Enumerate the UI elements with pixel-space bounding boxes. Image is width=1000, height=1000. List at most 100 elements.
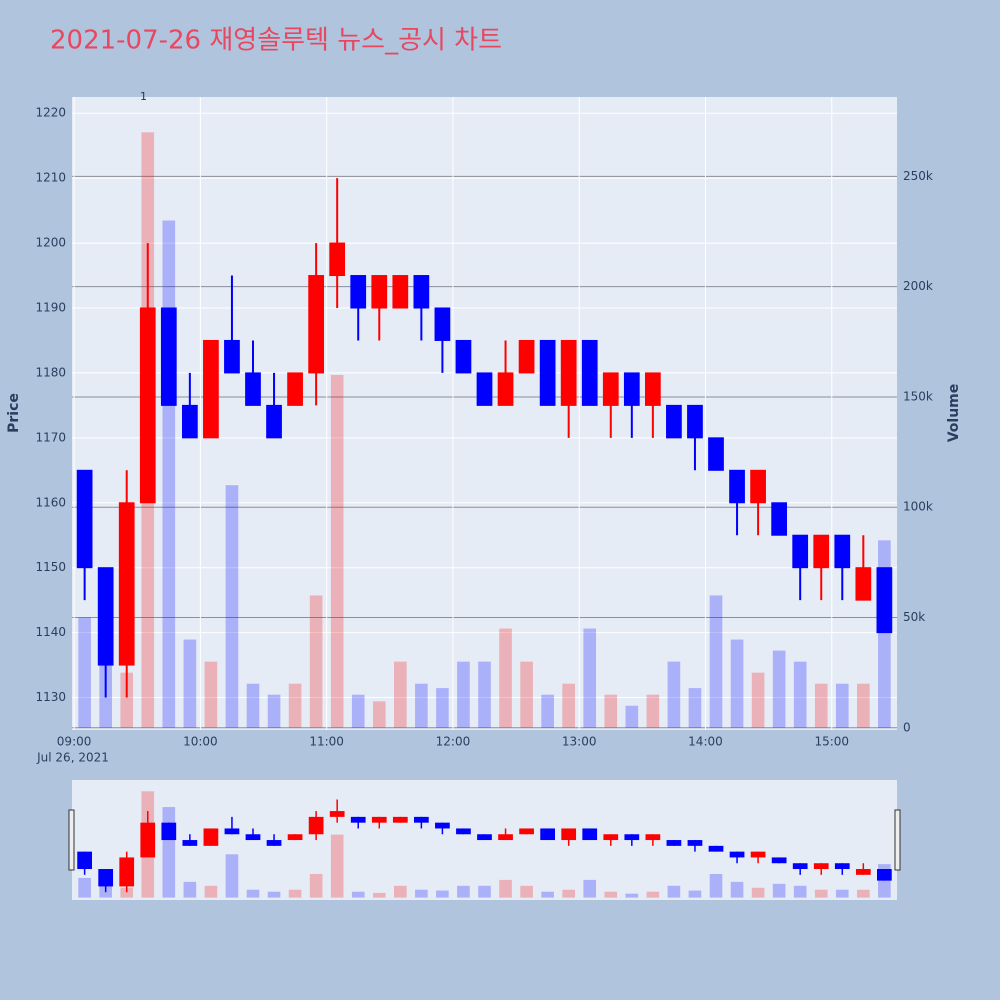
- volume-bar: [394, 661, 407, 728]
- range-volume-bar: [667, 885, 681, 898]
- x-tick-label: 10:00: [183, 735, 218, 749]
- y-tick-label: 1210: [35, 171, 66, 185]
- range-volume-bar: [246, 889, 260, 898]
- candle-body: [455, 339, 472, 374]
- candle-body: [434, 307, 451, 341]
- volume-bar: [835, 683, 849, 728]
- range-candle-body: [413, 816, 429, 823]
- candle-body: [287, 372, 303, 406]
- candle-body: [792, 534, 809, 569]
- y-tick-label: 1160: [35, 495, 66, 509]
- range-volume-bar: [436, 890, 449, 898]
- range-candle-body: [350, 816, 366, 823]
- range-candle-body: [540, 828, 556, 841]
- range-volume-bar: [751, 887, 765, 898]
- y-tick-label: 1130: [35, 690, 66, 704]
- range-candle-body: [98, 869, 114, 887]
- y2-tick-label: 200k: [903, 279, 933, 293]
- y-axis-title: Price: [6, 393, 22, 433]
- volume-bar: [646, 694, 660, 728]
- candle-body: [834, 534, 851, 569]
- y-tick-label: 1150: [35, 560, 66, 574]
- range-volume-bar: [772, 883, 786, 898]
- x-tick-label: 14:00: [688, 735, 723, 749]
- candle-body: [855, 567, 872, 601]
- candle-body: [118, 502, 135, 666]
- range-handle[interactable]: [894, 809, 901, 871]
- volume-bar: [436, 688, 449, 728]
- candle-body: [224, 339, 240, 374]
- range-volume-bar: [162, 807, 176, 898]
- range-candle-body: [666, 840, 682, 846]
- volume-bar: [330, 374, 344, 728]
- range-volume-bar: [183, 881, 197, 898]
- range-handle[interactable]: [68, 809, 75, 871]
- volume-bar: [625, 705, 639, 728]
- range-candle-body: [792, 863, 808, 870]
- range-candle-body: [161, 822, 177, 841]
- candle-body: [623, 372, 640, 406]
- y2-tick-label: 0: [903, 720, 911, 734]
- range-volume-bar: [372, 892, 386, 898]
- volume-bar: [688, 688, 702, 728]
- candle-body: [581, 339, 598, 406]
- volume-bar: [78, 617, 91, 728]
- range-volume-bar: [288, 889, 302, 898]
- volume-bar: [562, 683, 575, 728]
- candle-body: [518, 339, 535, 374]
- range-marks: [77, 791, 892, 898]
- volume-bar: [499, 628, 512, 728]
- range-volume-bar: [415, 889, 428, 898]
- range-volume-bar: [625, 893, 639, 898]
- range-candle-body: [435, 822, 450, 829]
- candle-body: [181, 404, 198, 439]
- range-candle-body: [245, 834, 261, 841]
- range-volume-bar: [78, 877, 91, 898]
- y-tick-label: 1190: [35, 301, 66, 315]
- plot-marks: [76, 132, 893, 728]
- volume-bar: [709, 595, 723, 728]
- range-candle-body: [266, 840, 282, 846]
- candle-body: [687, 404, 703, 439]
- volume-bar: [457, 661, 470, 728]
- range-volume-bar: [730, 881, 744, 898]
- range-candle-body: [203, 828, 219, 846]
- range-candle-body: [329, 811, 345, 817]
- range-volume-bar: [394, 885, 407, 898]
- range-candle-body: [182, 840, 198, 846]
- annotation: 1: [140, 90, 147, 103]
- volume-bar: [351, 694, 365, 728]
- candle-body: [97, 567, 114, 666]
- candle-body: [413, 275, 430, 309]
- volume-bar: [772, 650, 786, 728]
- range-candle-body: [813, 863, 829, 870]
- volume-bar: [751, 672, 765, 728]
- volume-bar: [541, 694, 554, 728]
- y2-tick-label: 100k: [903, 500, 933, 514]
- range-volume-bar: [562, 889, 575, 898]
- candle-body: [266, 404, 282, 439]
- x-tick-label: 09:00: [57, 735, 92, 749]
- range-candle-body: [456, 828, 471, 835]
- volume-bar: [667, 661, 681, 728]
- volume-bar: [267, 694, 281, 728]
- range-candle-body: [561, 828, 577, 841]
- volume-bar: [730, 639, 744, 728]
- candle-body: [329, 242, 346, 277]
- range-volume-bar: [225, 854, 239, 898]
- range-candle-body: [371, 816, 387, 823]
- range-volume-bar: [457, 885, 470, 898]
- x-tick-label: 15:00: [814, 735, 849, 749]
- y-tick-label: 1220: [35, 106, 66, 120]
- range-volume-bar: [541, 891, 554, 898]
- range-volume-bar: [351, 891, 365, 898]
- range-candle-body: [582, 828, 598, 841]
- candle-body: [750, 469, 766, 504]
- range-volume-bar: [857, 889, 870, 898]
- range-volume-bar: [267, 891, 281, 898]
- volume-bar: [120, 672, 134, 728]
- volume-bar: [478, 661, 491, 728]
- y-tick-label: 1180: [35, 365, 66, 379]
- candle-body: [371, 275, 388, 309]
- x-date-label: Jul 26, 2021: [36, 751, 109, 765]
